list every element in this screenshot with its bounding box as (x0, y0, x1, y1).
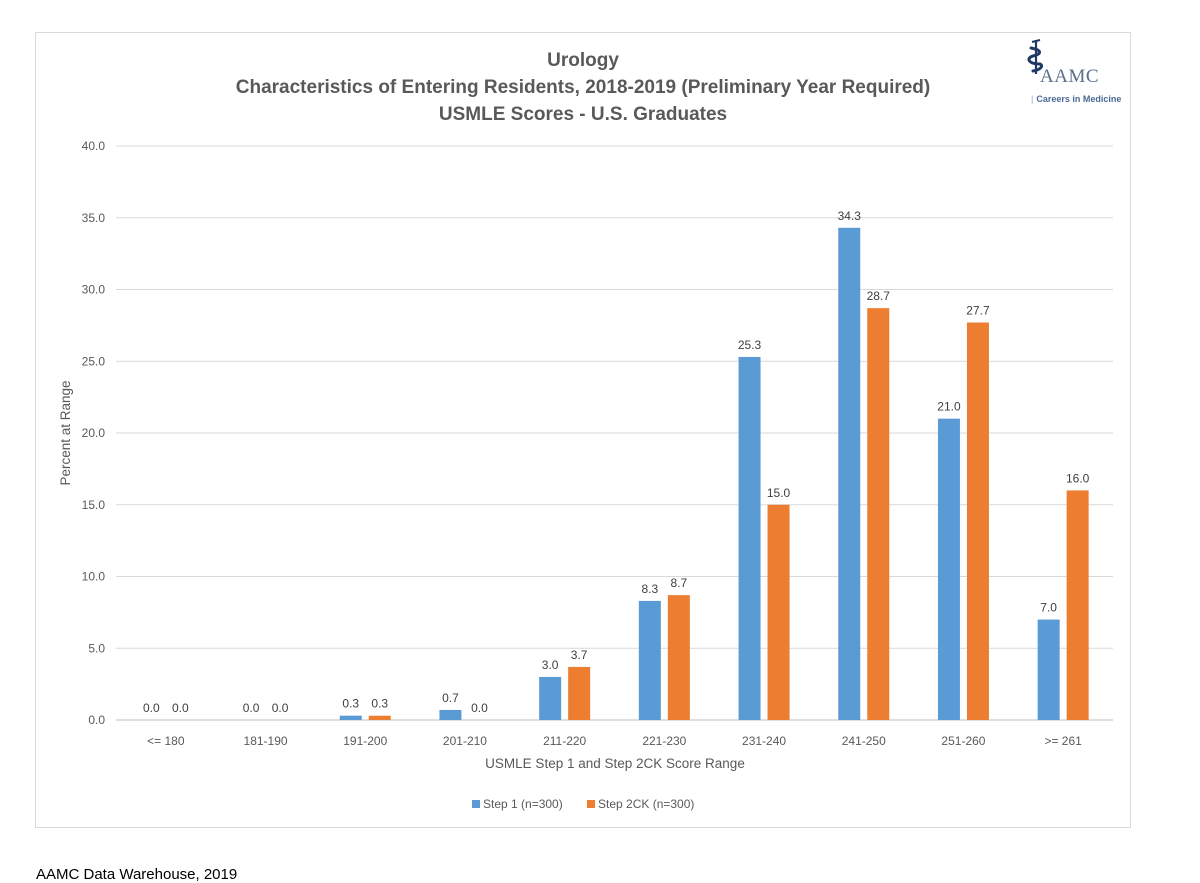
data-label: 3.0 (542, 658, 559, 672)
legend-label-step2ck: Step 2CK (n=300) (598, 797, 694, 811)
data-label: 3.7 (571, 648, 588, 662)
data-label: 0.0 (172, 701, 189, 715)
bar-step1 (539, 676, 562, 720)
x-tick-label: 221-230 (642, 734, 686, 748)
y-tick-label: 30.0 (82, 283, 106, 297)
bar-step1 (838, 227, 861, 721)
data-label: 8.7 (671, 576, 688, 590)
bar-step1 (439, 709, 462, 720)
data-label: 34.3 (838, 209, 862, 223)
bar-step1 (937, 418, 960, 720)
data-label: 27.7 (966, 304, 990, 318)
y-tick-label: 25.0 (82, 354, 106, 368)
y-tick-label: 15.0 (82, 498, 106, 512)
data-label: 0.0 (143, 701, 160, 715)
data-label: 15.0 (767, 486, 791, 500)
chart-title: Urology Characteristics of Entering Resi… (236, 50, 931, 125)
legend-label-step1: Step 1 (n=300) (483, 797, 563, 811)
logo-tagline-text: Careers in Medicine (1036, 94, 1122, 104)
y-tick-label: 35.0 (82, 211, 106, 225)
data-label: 0.0 (243, 701, 260, 715)
x-tick-label: <= 180 (147, 734, 185, 748)
bar-step2ck (667, 595, 690, 720)
data-label: 25.3 (738, 338, 762, 352)
chart-title-line-2: Characteristics of Entering Residents, 2… (236, 77, 931, 98)
data-label: 16.0 (1066, 471, 1090, 485)
y-tick-label: 20.0 (82, 426, 106, 440)
bar-step2ck (568, 666, 591, 720)
x-tick-label: 211-220 (543, 734, 586, 748)
y-tick-label: 5.0 (88, 641, 105, 655)
x-tick-label: 201-210 (443, 734, 487, 748)
x-tick-label: >= 261 (1044, 734, 1082, 748)
data-label: 0.3 (371, 697, 388, 711)
bar-step1 (339, 715, 362, 720)
legend-swatch-step1 (472, 800, 480, 808)
y-tick-label: 40.0 (82, 139, 106, 153)
data-label: 0.3 (342, 697, 359, 711)
x-tick-label: 231-240 (742, 734, 786, 748)
bar-step2ck (867, 308, 890, 720)
y-axis-ticks: 0.0 5.0 10.0 15.0 20.0 25.0 30.0 35.0 40.0 (82, 139, 106, 727)
bar-step1 (638, 600, 661, 720)
x-tick-label: 241-250 (842, 734, 886, 748)
data-label: 0.7 (442, 691, 459, 705)
x-tick-label: 181-190 (244, 734, 288, 748)
data-label: 0.0 (272, 701, 289, 715)
data-label: 21.0 (937, 400, 961, 414)
legend-swatch-step2ck (587, 800, 595, 808)
bar-step2ck (1066, 490, 1089, 720)
data-label: 0.0 (471, 701, 488, 715)
bar-step2ck (767, 504, 790, 720)
bar-step1 (1037, 619, 1060, 720)
source-note: AAMC Data Warehouse, 2019 (36, 866, 238, 883)
y-axis-title: Percent at Range (58, 380, 73, 485)
logo-name: AAMC (1040, 66, 1100, 87)
y-tick-label: 10.0 (82, 570, 106, 584)
bar-step2ck (966, 322, 989, 720)
bar-step1 (738, 356, 761, 720)
x-axis-ticks: <= 180 181-190 191-200 201-210 211-220 221-23… (147, 734, 1082, 748)
data-label: 7.0 (1040, 601, 1057, 615)
data-label: 28.7 (867, 289, 891, 303)
bar-step2ck (368, 715, 391, 720)
data-label: 8.3 (642, 582, 659, 596)
bars (339, 227, 1089, 721)
gridlines (116, 145, 1113, 721)
chart-title-line-3: USMLE Scores - U.S. Graduates (439, 104, 727, 125)
x-tick-label: 191-200 (343, 734, 387, 748)
chart-title-line-1: Urology (547, 50, 619, 71)
y-tick-label: 0.0 (88, 713, 105, 727)
x-axis-title: USMLE Step 1 and Step 2CK Score Range (485, 756, 745, 771)
legend: Step 1 (n=300) Step 2CK (n=300) (472, 797, 694, 811)
data-labels: 0.0 0.0 0.0 0.0 0.3 0.3 0.7 0.0 3.0 3.7 8.3 8.7 25.3… (143, 209, 1090, 715)
caduceus-icon (1027, 39, 1044, 74)
x-tick-label: 251-260 (941, 734, 985, 748)
logo-tagline: | Careers in Medicine (1031, 94, 1122, 104)
